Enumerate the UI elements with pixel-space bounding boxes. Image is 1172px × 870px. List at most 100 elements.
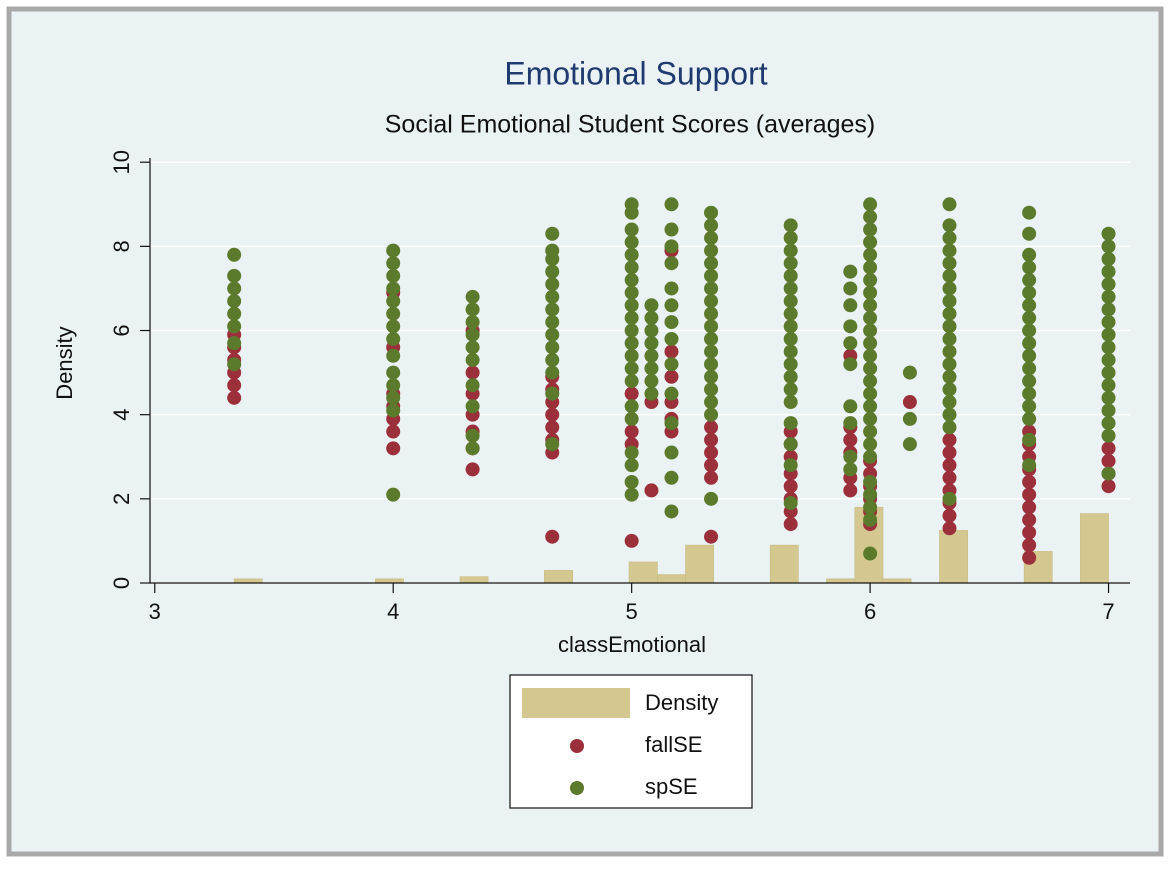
scatter-point [704,205,719,220]
scatter-point [545,243,560,258]
scatter-point [863,323,878,338]
y-tick-label: 10 [109,150,134,174]
scatter-point [644,361,659,376]
scatter-point [545,529,560,544]
legend-swatch [522,688,630,718]
scatter-point [942,521,957,536]
scatter-point [386,268,401,283]
scatter-point [1101,416,1116,431]
scatter-point [863,500,878,515]
scatter-point [624,273,639,288]
scatter-point [783,344,798,359]
scatter-point [664,386,679,401]
scatter-point [624,298,639,313]
histogram-bar [375,578,404,584]
scatter-point [664,281,679,296]
scatter-point [227,378,242,393]
scatter-point [863,235,878,250]
scatter-point [386,294,401,309]
scatter-point [1022,458,1037,473]
scatter-point [1022,487,1037,502]
scatter-point [704,268,719,283]
scatter-point [942,306,957,321]
scatter-point [545,327,560,342]
scatter-point [704,420,719,435]
scatter-point [465,378,480,393]
scatter-point [942,230,957,245]
scatter-point [1101,277,1116,292]
scatter-point [783,230,798,245]
scatter-point [783,416,798,431]
scatter-point [942,256,957,271]
x-tick-label: 7 [1102,599,1114,624]
scatter-point [783,479,798,494]
scatter-point [465,365,480,380]
scatter-point [783,294,798,309]
scatter-point [704,256,719,271]
scatter-point [704,432,719,447]
scatter-point [863,348,878,363]
histogram-bar [657,574,686,584]
scatter-point [863,285,878,300]
scatter-point [545,315,560,330]
scatter-point [783,268,798,283]
scatter-point [624,386,639,401]
scatter-point [386,331,401,346]
scatter-point [227,306,242,321]
scatter-point [227,319,242,334]
scatter-point [545,352,560,367]
scatter-point [386,319,401,334]
scatter-point [624,458,639,473]
scatter-point [1101,251,1116,266]
scatter-point [902,365,917,380]
scatter-point [942,445,957,460]
scatter-point [863,298,878,313]
scatter-point [664,369,679,384]
scatter-point [863,260,878,275]
scatter-point [545,264,560,279]
chart-subtitle: Social Emotional Student Scores (average… [385,111,876,139]
scatter-point [1022,538,1037,553]
scatter-point [783,382,798,397]
scatter-point [843,298,858,313]
scatter-point [1022,273,1037,288]
scatter-point [863,273,878,288]
histogram-bar [628,561,658,584]
scatter-point [624,310,639,325]
scatter-point [1101,340,1116,355]
scatter-point [1101,479,1116,494]
scatter-point [942,395,957,410]
scatter-point [664,445,679,460]
scatter-point [704,407,719,422]
scatter-point [624,247,639,262]
scatter-point [624,374,639,389]
scatter-point [1022,411,1037,426]
scatter-point [1101,453,1116,468]
scatter-point [783,458,798,473]
scatter-point [1022,500,1037,515]
scatter-point [704,306,719,321]
scatter-point [465,441,480,456]
scatter-point [386,365,401,380]
scatter-point [704,218,719,233]
scatter-point [1101,441,1116,456]
scatter-point [465,352,480,367]
scatter-point [386,306,401,321]
scatter-point [783,331,798,346]
scatter-point [863,424,878,439]
scatter-point [863,310,878,325]
scatter-point [843,432,858,447]
scatter-point [1022,336,1037,351]
scatter-point [545,386,560,401]
scatter-point [783,395,798,410]
scatter-point [1101,327,1116,342]
legend-label: spSE [645,774,698,799]
scatter-point [942,491,957,506]
scatter-point [942,432,957,447]
scatter-point [624,260,639,275]
scatter-point [545,365,560,380]
scatter-point [545,289,560,304]
scatter-point [704,491,719,506]
scatter-point [863,361,878,376]
scatter-point [664,504,679,519]
